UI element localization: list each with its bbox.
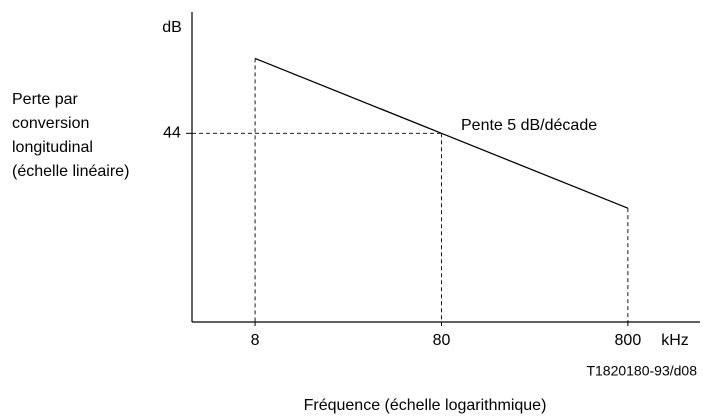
y-unit: dB [162, 19, 182, 36]
x-axis-label: Fréquence (échelle logarithmique) [304, 397, 547, 414]
x-tick-label: 8 [251, 332, 260, 349]
x-tick-label: 80 [433, 332, 451, 349]
y-axis-label: longitudinal [12, 139, 93, 156]
reference: T1820180-93/d08 [586, 363, 697, 379]
x-tick-label: 800 [615, 332, 642, 349]
annotation: Pente 5 dB/décade [461, 117, 597, 134]
data-line [254, 57, 629, 209]
y-tick-label: 44 [163, 125, 181, 142]
x-unit: kHz [661, 332, 689, 349]
y-axis-label: conversion [12, 115, 89, 132]
y-axis-label: Perte par [12, 91, 78, 108]
y-axis-label: (échelle linéaire) [12, 163, 129, 180]
